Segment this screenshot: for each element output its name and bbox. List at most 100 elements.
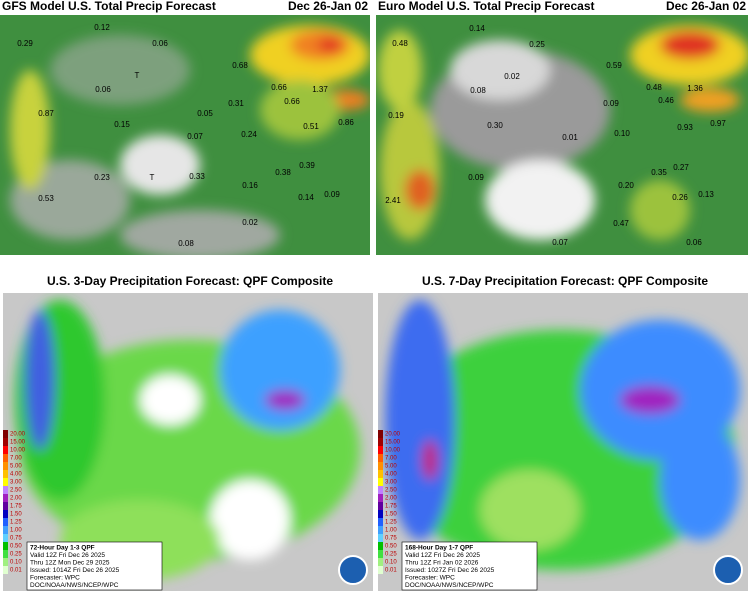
precip-label: 0.97 bbox=[710, 119, 726, 128]
scale-label: 0.10 bbox=[385, 560, 397, 566]
scale-label: 20.00 bbox=[10, 432, 26, 438]
scale-label: 0.01 bbox=[385, 568, 397, 574]
legend-box bbox=[26, 541, 163, 591]
legend-line: Issued: 1027Z Fri Dec 26 2025 bbox=[405, 567, 495, 574]
precip-label: 0.08 bbox=[178, 239, 194, 248]
scale-label: 0.25 bbox=[10, 552, 22, 558]
scale-label: 10.00 bbox=[385, 448, 401, 454]
scale-swatch bbox=[378, 518, 383, 526]
legend-line: Valid 12Z Fri Dec 26 2025 bbox=[30, 552, 105, 559]
scale-swatch bbox=[378, 502, 383, 510]
scale-swatch bbox=[378, 454, 383, 462]
precip-label: 1.37 bbox=[312, 85, 328, 94]
scale-label: 1.25 bbox=[10, 520, 22, 526]
precip-label: 0.14 bbox=[469, 24, 485, 33]
scale-label: 0.10 bbox=[10, 560, 22, 566]
scale-swatch bbox=[3, 494, 8, 502]
scale-swatch bbox=[378, 478, 383, 486]
trace-mark: T bbox=[150, 173, 155, 182]
scale-label: 3.00 bbox=[385, 480, 397, 486]
scale-label: 0.50 bbox=[385, 544, 397, 550]
scale-label: 4.00 bbox=[385, 472, 397, 478]
noaa-logo bbox=[338, 555, 368, 585]
panel-date: Dec 26-Jan 02 bbox=[288, 0, 368, 13]
legend-line: Thru 12Z Mon Dec 29 2025 bbox=[30, 560, 110, 567]
scale-label: 2.50 bbox=[385, 488, 397, 494]
precip-label: 0.51 bbox=[303, 122, 319, 131]
precip-label: 0.27 bbox=[673, 163, 689, 172]
scale-swatch bbox=[3, 566, 8, 574]
precip-label: 0.68 bbox=[232, 61, 248, 70]
scale-label: 10.00 bbox=[10, 448, 26, 454]
scale-label: 5.00 bbox=[10, 464, 22, 470]
scale-swatch bbox=[3, 518, 8, 526]
scale-swatch bbox=[3, 542, 8, 550]
precip-label: 0.30 bbox=[487, 121, 503, 130]
trace-mark: T bbox=[135, 71, 140, 80]
precip-label: 0.87 bbox=[38, 109, 54, 118]
panel-title: Euro Model U.S. Total Precip Forecast bbox=[378, 0, 595, 13]
gfs-map bbox=[0, 15, 370, 255]
scale-label: 20.00 bbox=[385, 432, 401, 438]
precip-label: 2.41 bbox=[385, 196, 401, 205]
precip-label: 0.09 bbox=[324, 190, 340, 199]
scale-swatch bbox=[3, 446, 8, 454]
precip-label: 0.02 bbox=[504, 72, 520, 81]
scale-label: 0.50 bbox=[10, 544, 22, 550]
legend-line: Issued: 1014Z Fri Dec 26 2025 bbox=[30, 567, 120, 574]
scale-swatch bbox=[3, 470, 8, 478]
scale-label: 0.75 bbox=[10, 536, 22, 542]
precip-label: 0.25 bbox=[529, 40, 545, 49]
euro-map bbox=[376, 15, 748, 255]
qpf-3day-map bbox=[3, 293, 373, 591]
scale-label: 15.00 bbox=[10, 440, 26, 446]
legend-line: Forecaster: WPC bbox=[405, 575, 455, 582]
scale-swatch bbox=[3, 454, 8, 462]
precip-label: 0.66 bbox=[284, 97, 300, 106]
precip-label: 0.38 bbox=[275, 168, 291, 177]
precip-label: 0.59 bbox=[606, 61, 622, 70]
precip-label: 0.07 bbox=[552, 238, 568, 247]
precip-label: 0.06 bbox=[95, 85, 111, 94]
scale-swatch bbox=[378, 550, 383, 558]
legend-line: DOC/NOAA/NWS/NCEP/WPC bbox=[405, 582, 494, 589]
precip-label: 0.01 bbox=[562, 133, 578, 142]
scale-label: 1.25 bbox=[385, 520, 397, 526]
precip-label: 0.29 bbox=[17, 39, 33, 48]
precip-label: 0.26 bbox=[672, 193, 688, 202]
precip-label: 0.39 bbox=[299, 161, 315, 170]
scale-swatch bbox=[378, 438, 383, 446]
scale-label: 7.00 bbox=[10, 456, 22, 462]
scale-swatch bbox=[3, 510, 8, 518]
scale-label: 4.00 bbox=[10, 472, 22, 478]
scale-swatch bbox=[378, 526, 383, 534]
precip-label: 0.14 bbox=[298, 193, 314, 202]
scale-swatch bbox=[3, 534, 8, 542]
precip-label: 0.13 bbox=[698, 190, 714, 199]
legend-line: DOC/NOAA/NWS/NCEP/WPC bbox=[30, 582, 119, 589]
scale-swatch bbox=[378, 566, 383, 574]
scale-swatch bbox=[378, 558, 383, 566]
panel-date: Dec 26-Jan 02 bbox=[666, 0, 746, 13]
scale-label: 1.00 bbox=[10, 528, 22, 534]
scale-label: 0.25 bbox=[385, 552, 397, 558]
noaa-logo bbox=[713, 555, 743, 585]
scale-label: 15.00 bbox=[385, 440, 401, 446]
scale-swatch bbox=[378, 446, 383, 454]
precip-label: 0.09 bbox=[603, 99, 619, 108]
precip-label: 0.93 bbox=[677, 123, 693, 132]
scale-label: 1.50 bbox=[10, 512, 22, 518]
precip-label: 0.31 bbox=[228, 99, 244, 108]
precip-label: 0.33 bbox=[189, 172, 205, 181]
precip-label: 0.86 bbox=[338, 118, 354, 127]
precip-label: 0.08 bbox=[470, 86, 486, 95]
scale-swatch bbox=[378, 542, 383, 550]
scale-label: 2.00 bbox=[385, 496, 397, 502]
precip-label: 0.12 bbox=[94, 23, 110, 32]
scale-label: 3.00 bbox=[10, 480, 22, 486]
scale-swatch bbox=[378, 462, 383, 470]
precip-label: 0.53 bbox=[38, 194, 54, 203]
precip-label: 0.46 bbox=[658, 96, 674, 105]
precip-label: 0.66 bbox=[271, 83, 287, 92]
